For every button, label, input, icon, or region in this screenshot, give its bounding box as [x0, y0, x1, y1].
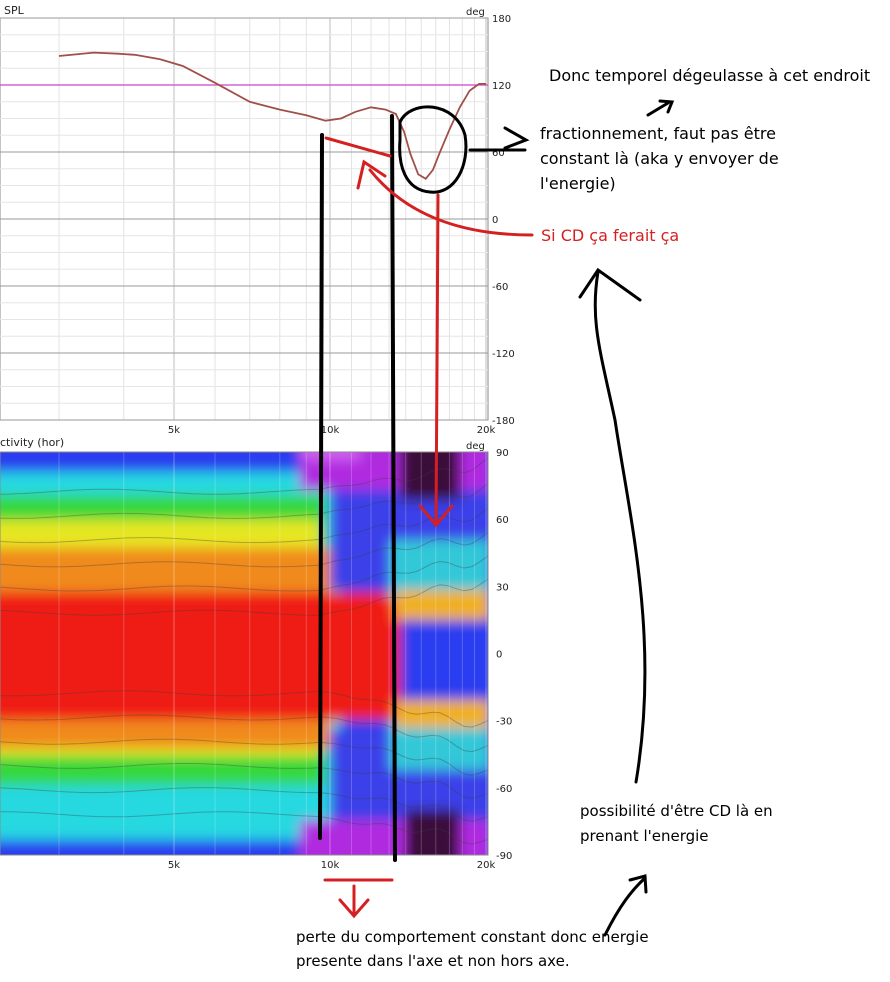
phase-y-tick-label: 120	[492, 81, 511, 92]
note-possibilite-2: prenant l'energie	[580, 827, 709, 845]
phase-x-ticks: 5k 10k 20k	[168, 425, 496, 436]
note-si-cd: Si CD ça ferait ça	[541, 226, 680, 245]
heatmap-color-map	[0, 452, 488, 855]
phase-x-tick-label: 5k	[168, 425, 180, 436]
phase-y-tick-label: -180	[492, 416, 515, 427]
arrow-red-perte	[338, 884, 370, 919]
arrow-si-cd	[356, 159, 534, 237]
phase-y-unit: deg	[466, 7, 485, 18]
heatmap-y-tick-label: 90	[496, 448, 509, 459]
heatmap-contours	[0, 457, 488, 845]
heatmap-y-tick-label: 30	[496, 582, 509, 593]
vertical-marker-right	[390, 114, 397, 862]
dip-circle	[398, 105, 468, 194]
phase-y-tick-label: 180	[492, 14, 511, 25]
note-perte-1: perte du comportement constant donc ener…	[296, 928, 649, 946]
heatmap-y-tick-label: -90	[496, 851, 512, 862]
note-temporel: Donc temporel dégeulasse à cet endroit	[549, 66, 871, 85]
red-slope-line	[324, 136, 392, 158]
heatmap-title: ctivity (hor)	[0, 436, 64, 449]
heatmap-y-unit: deg	[466, 441, 485, 452]
arrow-fractionnement	[468, 126, 530, 152]
heatmap-grid	[58, 452, 487, 855]
phase-y-tick-label: -120	[492, 349, 515, 360]
phase-y-tick-label: 0	[492, 215, 498, 226]
phase-curve	[58, 51, 486, 180]
heatmap-y-ticks: 90 60 30 0 -30 -60 -90	[496, 448, 512, 862]
phase-y-tick-label: -60	[492, 282, 508, 293]
heatmap-x-tick-label: 10k	[321, 860, 340, 871]
heatmap-y-tick-label: -30	[496, 717, 512, 728]
arrow-temporel	[646, 99, 675, 117]
heatmap-x-tick-label: 5k	[168, 860, 180, 871]
hand-drawings	[318, 99, 675, 937]
arrow-bottom-right	[603, 874, 648, 937]
heatmap-x-ticks: 5k 10k 20k	[168, 860, 496, 871]
phase-y-tick-label: 60	[492, 148, 505, 159]
heatmap-y-tick-label: 0	[496, 650, 502, 661]
vertical-marker-left	[318, 133, 324, 840]
heatmap-x-tick-label: 20k	[477, 860, 496, 871]
heatmap-y-tick-label: 60	[496, 515, 509, 526]
note-fractionnement-1: fractionnement, faut pas être	[540, 124, 776, 143]
phase-chart-title: SPL	[4, 4, 25, 17]
phase-x-tick-label: 20k	[477, 425, 496, 436]
arrow-red-down	[418, 193, 454, 528]
note-perte-2: presente dans l'axe et non hors axe.	[296, 952, 570, 970]
directivity-chart: ctivity (hor) deg 90 60 30 0 -30 -60 -90 5k 10k…	[0, 436, 512, 871]
phase-y-ticks: 180 120 60 0 -60 -120 -180	[492, 14, 515, 427]
phase-x-tick-label: 10k	[321, 425, 340, 436]
note-fractionnement-2: constant là (aka y envoyer de	[540, 149, 779, 168]
arrow-possibilite	[578, 267, 647, 784]
note-possibilite-1: possibilité d'être CD là en	[580, 802, 773, 820]
phase-chart: SPL deg 180 120 60 0 -60 -120 -180 5k 10k 20k	[0, 4, 515, 436]
heatmap-y-tick-label: -60	[496, 784, 512, 795]
note-fractionnement-3: l'energie)	[540, 174, 616, 193]
